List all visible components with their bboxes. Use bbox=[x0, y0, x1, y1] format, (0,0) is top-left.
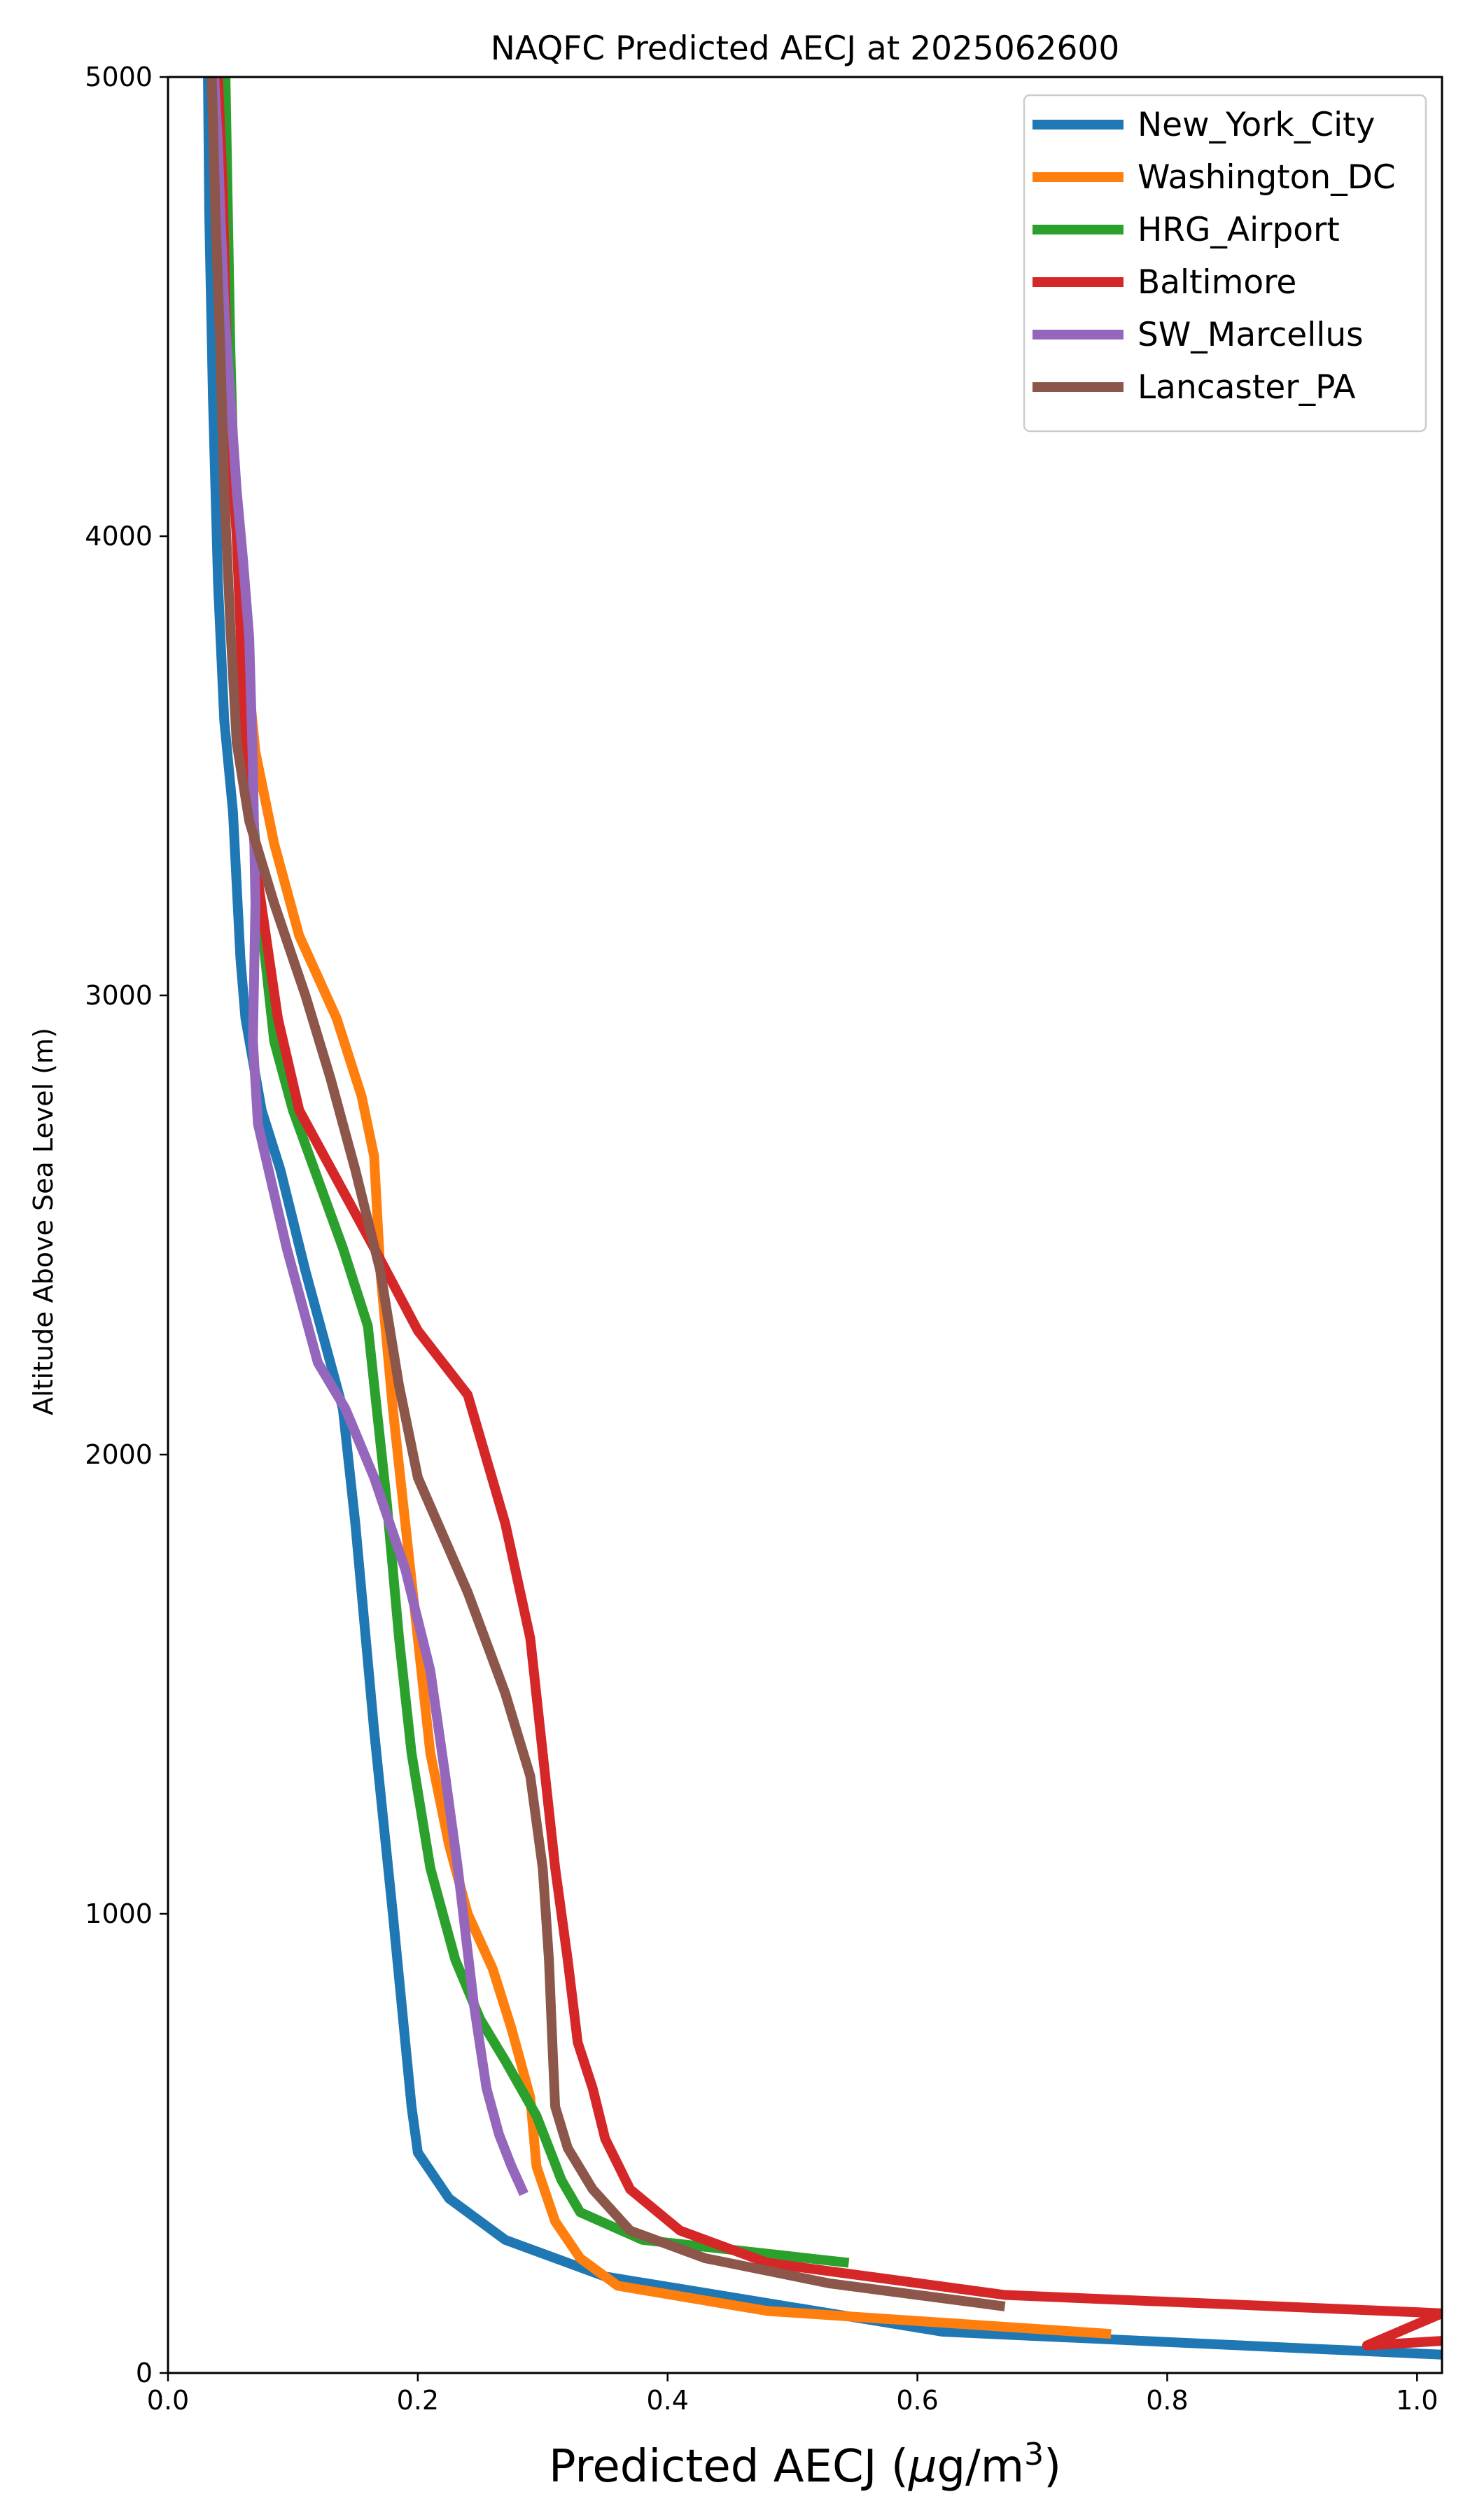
x-axis-label-main: Predicted AECJ ( bbox=[549, 2441, 909, 2493]
legend: New_York_City Washington_DC HRG_Airport Bal… bbox=[1023, 94, 1427, 433]
plot-area bbox=[167, 76, 1443, 2374]
y-tick-label: 5000 bbox=[85, 62, 153, 92]
series-line-3 bbox=[213, 77, 1442, 2351]
x-tick-label: 0.0 bbox=[147, 2385, 189, 2416]
y-tick-label: 1000 bbox=[85, 1898, 153, 1929]
x-axis-label: Predicted AECJ (μg/m3) bbox=[549, 2437, 1061, 2493]
x-tick-label: 0.8 bbox=[1146, 2385, 1188, 2416]
y-tick-label: 4000 bbox=[85, 521, 153, 552]
y-tick-label: 0 bbox=[136, 2358, 153, 2388]
x-tick-label: 0.2 bbox=[397, 2385, 439, 2416]
y-axis: 0 1000 2000 3000 4000 5000 bbox=[85, 62, 168, 2388]
series-line-4 bbox=[209, 77, 528, 2197]
y-tick-label: 3000 bbox=[85, 980, 153, 1011]
x-axis-label-exponent: 3 bbox=[1024, 2437, 1044, 2472]
legend-label-1: Washington_DC bbox=[1138, 158, 1396, 197]
series-group bbox=[203, 77, 1442, 2360]
x-tick-label: 0.6 bbox=[896, 2385, 938, 2416]
y-tick-label: 2000 bbox=[85, 1439, 153, 1470]
legend-label-4: SW_Marcellus bbox=[1138, 316, 1364, 354]
series-line-5 bbox=[206, 77, 1006, 2311]
legend-label-2: HRG_Airport bbox=[1138, 211, 1340, 249]
x-axis-label-unit: g/m bbox=[937, 2441, 1025, 2493]
legend-label-3: Baltimore bbox=[1138, 263, 1296, 302]
legend-label-5: Lancaster_PA bbox=[1138, 368, 1356, 407]
x-tick-label: 0.4 bbox=[647, 2385, 689, 2416]
legend-label-0: New_York_City bbox=[1138, 106, 1375, 144]
chart-title: NAQFC Predicted AECJ at 2025062600 bbox=[491, 29, 1120, 68]
series-line-0 bbox=[203, 77, 1442, 2360]
x-tick-label: 1.0 bbox=[1396, 2385, 1438, 2416]
y-axis-label: Altitude Above Sea Level (m) bbox=[28, 1028, 59, 1415]
x-axis-label-mu: μ bbox=[908, 2441, 937, 2493]
legend-box bbox=[1023, 94, 1427, 433]
x-axis: 0.0 0.2 0.4 0.6 0.8 1.0 bbox=[147, 2373, 1438, 2416]
x-axis-label-close: ) bbox=[1044, 2441, 1061, 2493]
plot-frame bbox=[167, 76, 1443, 2374]
